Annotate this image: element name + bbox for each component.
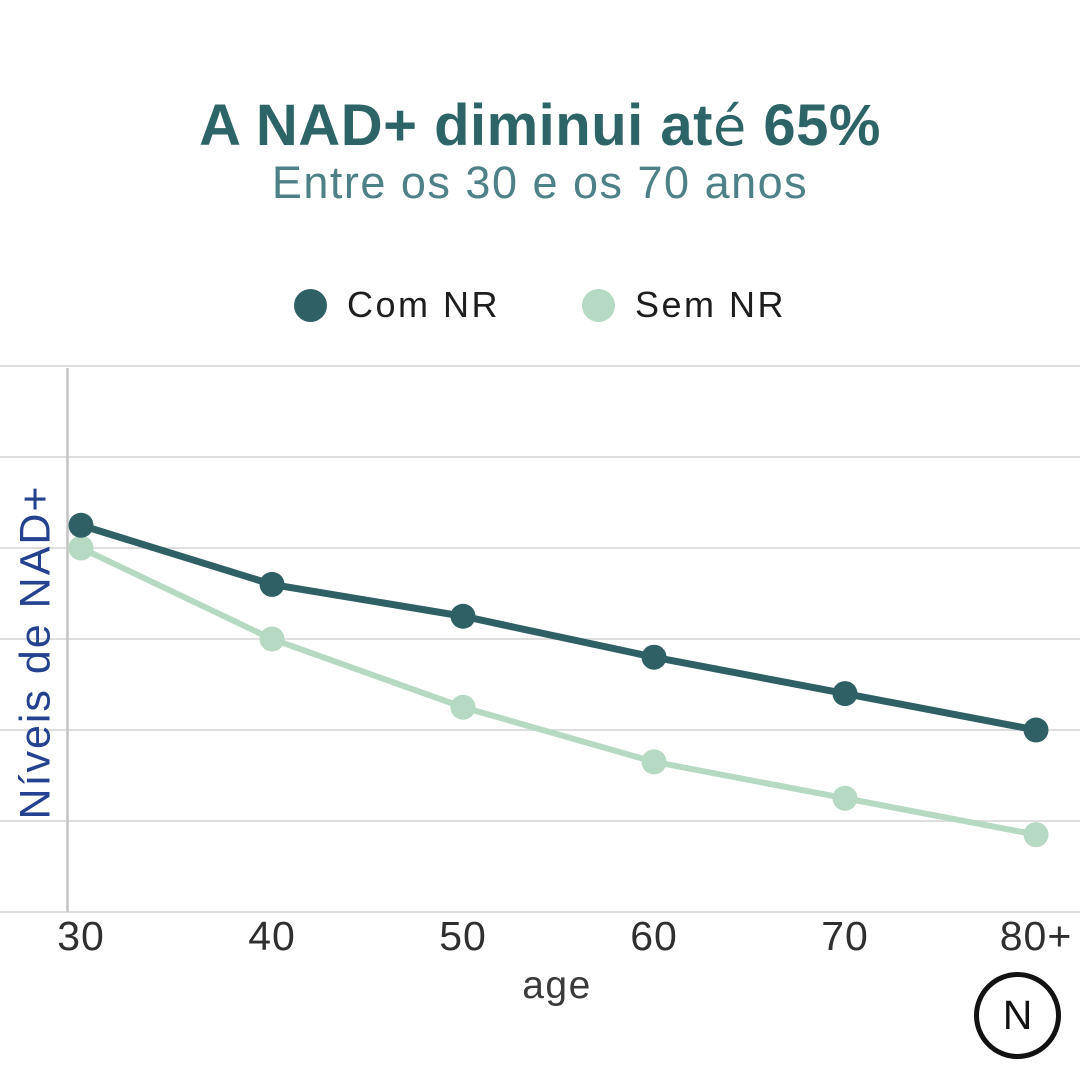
x-tick-label: 40 [248, 913, 296, 959]
data-point-sem-nr [641, 749, 667, 775]
x-tick-label: 30 [57, 913, 105, 959]
legend-swatch-dot-icon [581, 288, 615, 322]
title-part-1: A NAD+ diminui at [199, 93, 713, 158]
title-part-3: 65% [746, 93, 881, 158]
x-tick-label: 80+ [999, 913, 1073, 959]
x-tick-label: 70 [821, 913, 869, 959]
data-point-com-nr [641, 644, 667, 670]
x-tick-label: 60 [630, 913, 678, 959]
x-tick-label: 50 [439, 913, 487, 959]
logo-letter: N [1002, 992, 1033, 1038]
y-axis-label: Níveis de NAD+ [11, 484, 60, 820]
data-point-sem-nr [450, 694, 476, 720]
legend-label-sem-nr: Sem NR [634, 284, 787, 325]
x-axis-label: age [522, 964, 592, 1007]
legend-item-sem-nr: Sem NR [581, 284, 787, 326]
legend-item-com-nr: Com NR [293, 284, 500, 326]
series-line-com-nr [77, 521, 1040, 734]
page-subtitle: Entre os 30 e os 70 anos [271, 157, 809, 208]
data-point-com-nr [450, 603, 476, 629]
data-point-com-nr [259, 571, 285, 597]
title-part-2: é [712, 95, 747, 158]
line-chart [0, 365, 1080, 913]
data-point-sem-nr [68, 535, 94, 561]
data-point-sem-nr [259, 626, 285, 652]
legend-label-com-nr: Com NR [346, 284, 500, 325]
data-point-sem-nr [1023, 822, 1049, 848]
data-point-sem-nr [832, 785, 858, 811]
page-title: A NAD+ diminui até 65% [0, 92, 1080, 159]
data-point-com-nr [1023, 717, 1049, 743]
series-line-sem-nr [78, 545, 1039, 838]
legend-swatch-dot-icon [293, 288, 327, 322]
data-point-com-nr [68, 512, 94, 538]
chart-legend: Com NR Sem NR [0, 284, 1080, 326]
data-point-com-nr [832, 681, 858, 707]
x-axis-ticks: 30 40 50 60 70 80+ [0, 916, 1080, 962]
brand-logo: N [974, 972, 1061, 1059]
